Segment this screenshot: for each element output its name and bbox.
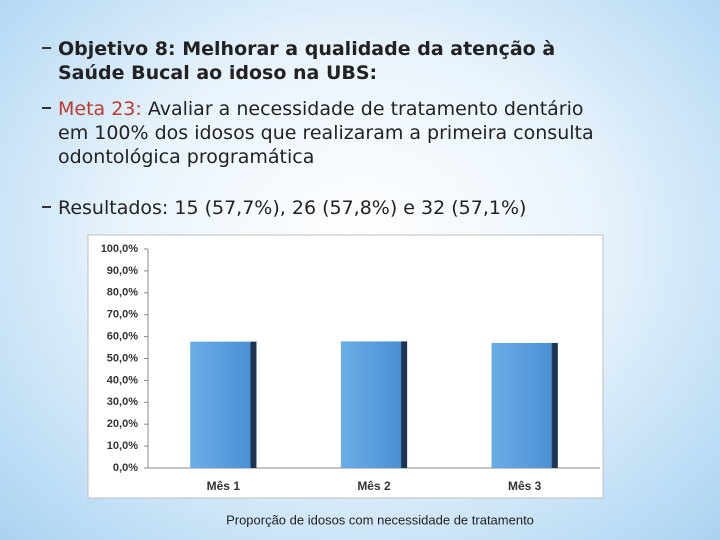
y-tick-label: 60,0% xyxy=(107,331,138,343)
bullet: Meta 23: Avaliar a necessidade de tratam… xyxy=(38,97,618,169)
y-tick-label: 0,0% xyxy=(113,462,138,474)
y-tick-label: 100,0% xyxy=(101,243,139,255)
y-tick-label: 70,0% xyxy=(107,309,138,321)
y-tick-label: 30,0% xyxy=(107,396,138,408)
x-tick-label: Mês 1 xyxy=(207,479,241,493)
bar xyxy=(190,341,257,468)
y-tick-label: 40,0% xyxy=(107,374,138,386)
y-tick-label: 90,0% xyxy=(107,265,138,277)
y-tick-label: 50,0% xyxy=(107,352,138,364)
bullet: Resultados: 15 (57,7%), 26 (57,8%) e 32 … xyxy=(38,196,618,220)
y-tick-label: 10,0% xyxy=(107,440,138,452)
bullet: Objetivo 8: Melhorar a qualidade da aten… xyxy=(38,37,618,85)
y-tick-label: 80,0% xyxy=(107,287,138,299)
bullet-label: Meta 23: xyxy=(58,98,142,120)
bar xyxy=(340,341,408,468)
bullet-text: Avaliar a necessidade de tratamento dent… xyxy=(58,98,594,168)
x-tick-label: Mês 3 xyxy=(508,479,542,493)
x-axis-label: Proporção de idosos com necessidade de t… xyxy=(226,512,534,527)
y-tick-label: 20,0% xyxy=(107,418,138,430)
bar xyxy=(491,342,558,468)
x-tick-label: Mês 2 xyxy=(357,479,391,493)
